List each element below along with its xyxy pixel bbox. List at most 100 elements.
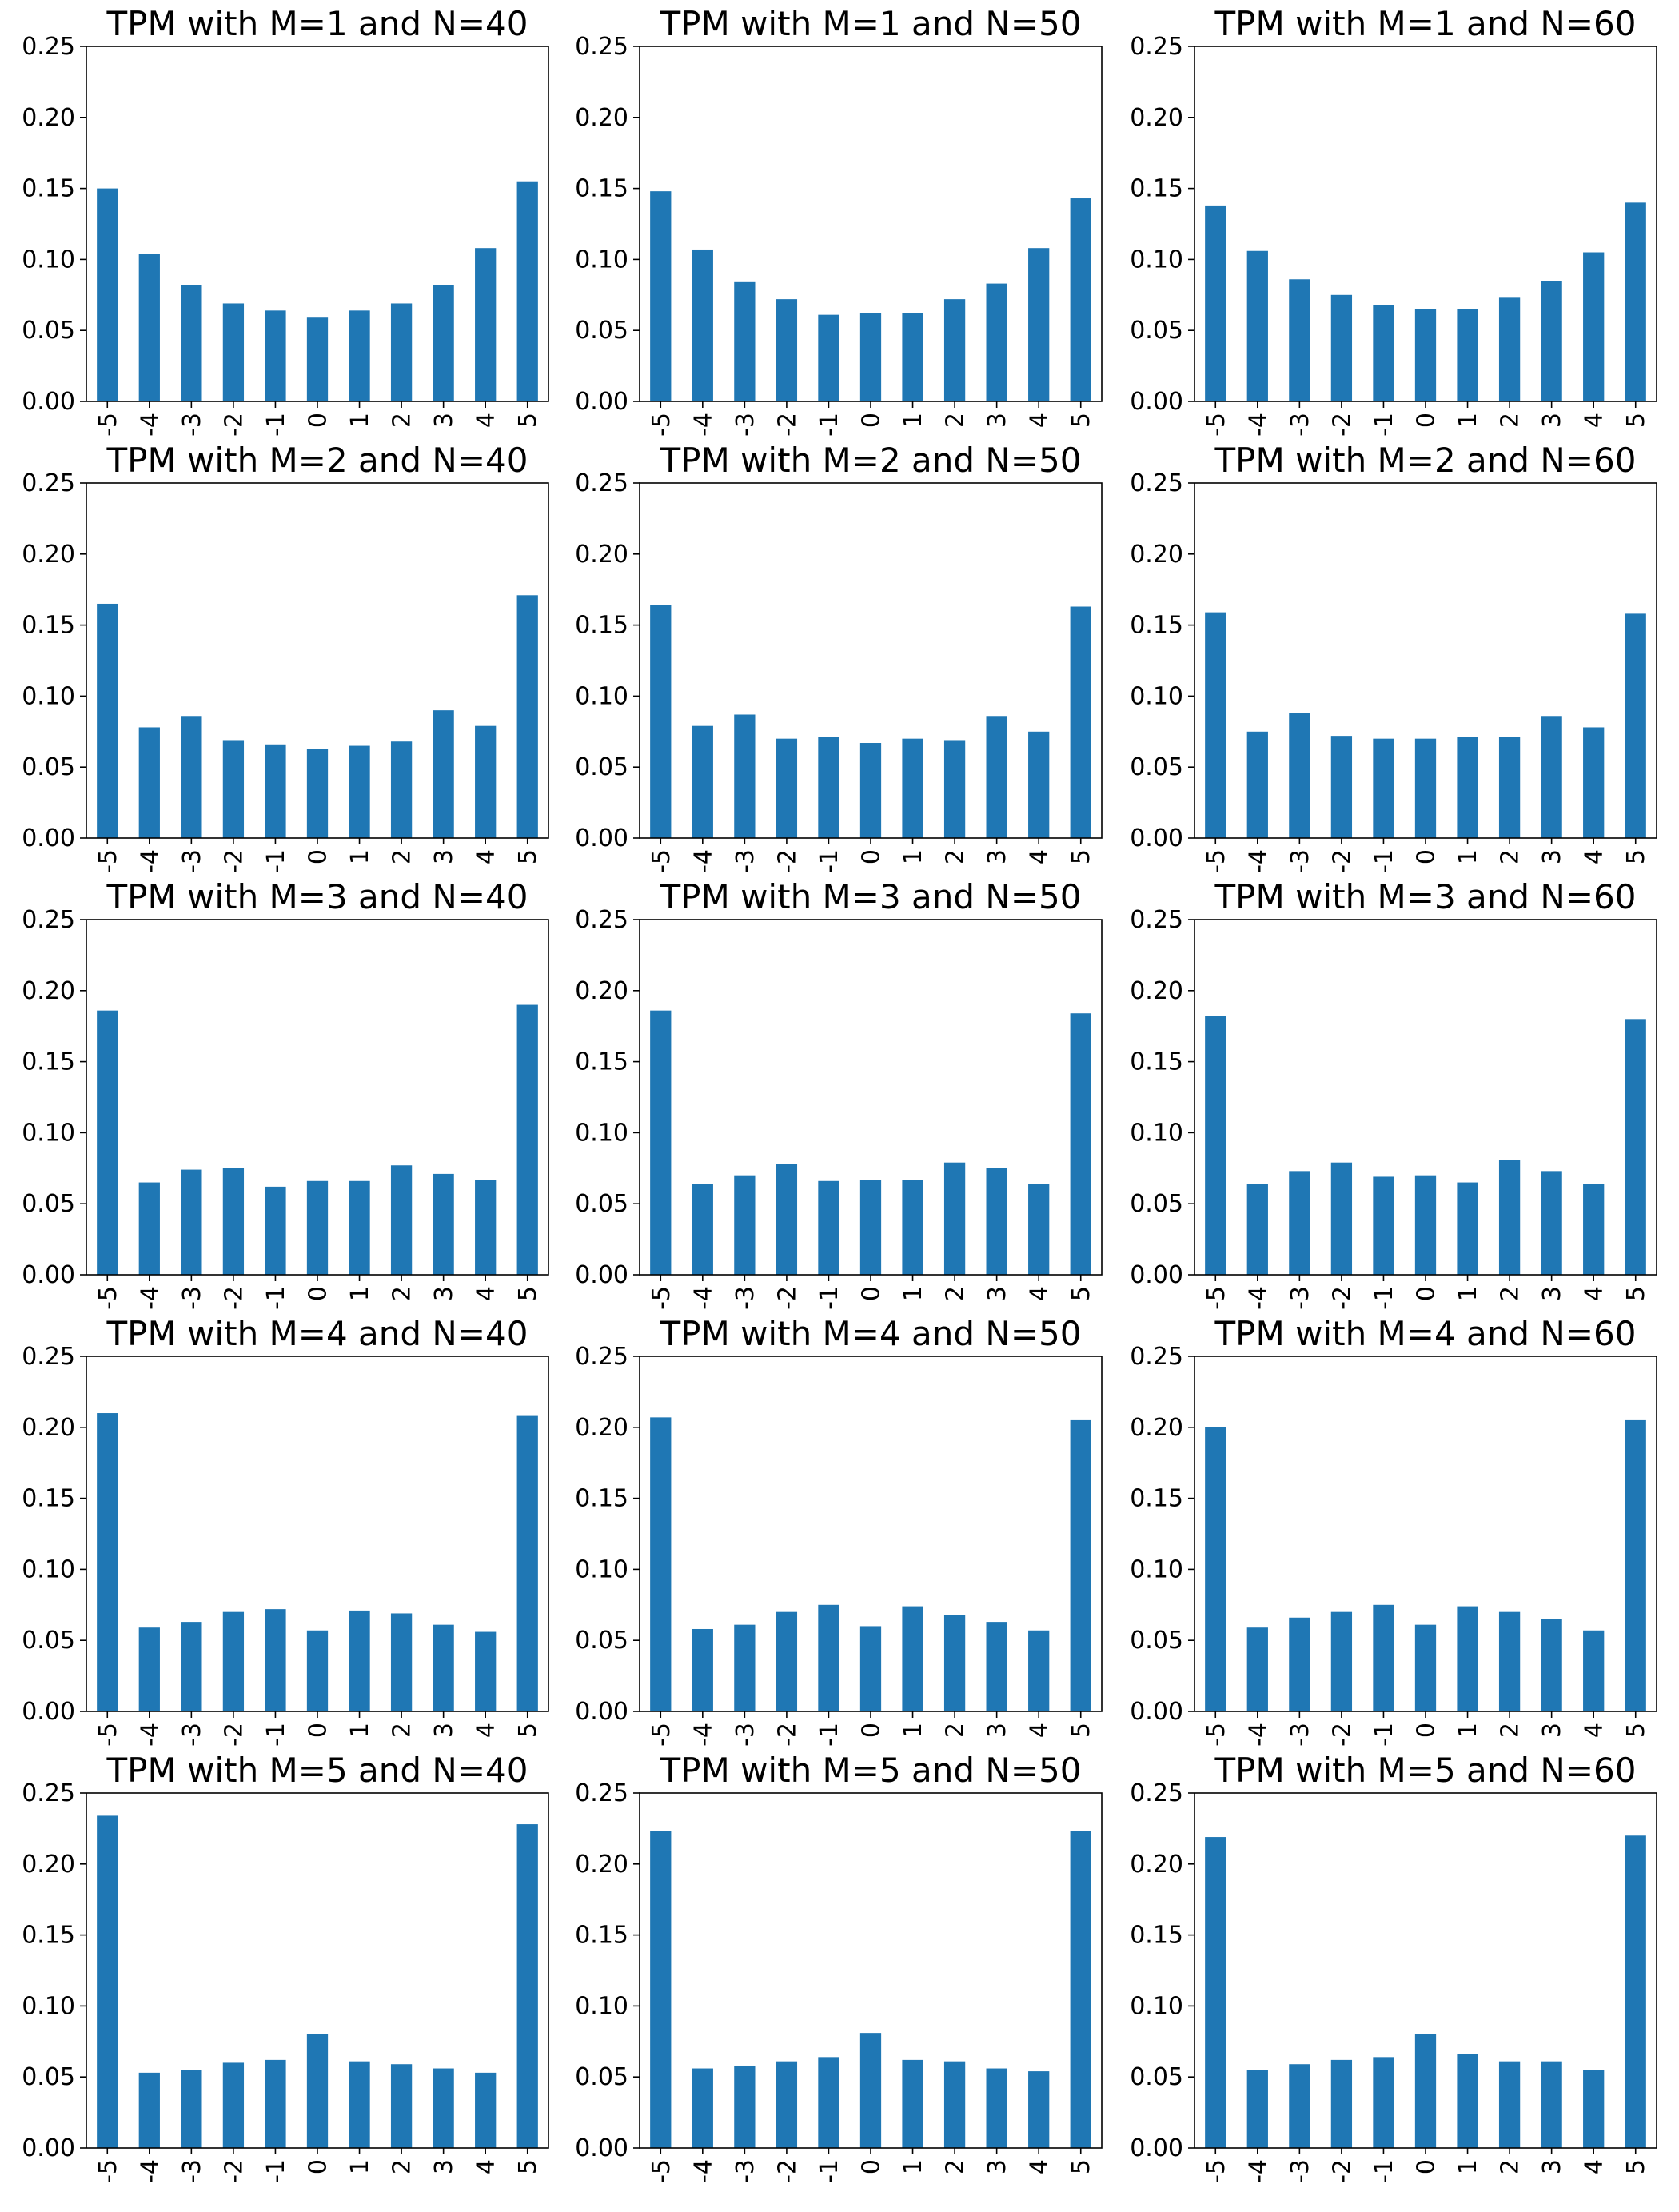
x-tick-label: 2	[389, 849, 417, 864]
bar	[516, 1004, 538, 1275]
y-tick-label: 0.05	[1130, 317, 1183, 345]
x-tick-label: 2	[1497, 849, 1525, 864]
x-tick-label: 4	[1026, 1286, 1054, 1301]
y-tick-label: 0.25	[22, 1779, 75, 1807]
y-tick-label: 0.00	[1130, 825, 1183, 852]
y-tick-label: 0.05	[22, 2063, 75, 2091]
bar	[818, 1180, 840, 1275]
x-tick-label: 3	[430, 1723, 458, 1738]
x-tick-label: 2	[389, 413, 417, 428]
bar	[138, 2072, 160, 2148]
plot-frame	[86, 1356, 549, 1712]
x-tick-label: 5	[1067, 1723, 1095, 1738]
y-tick-label: 0.05	[22, 1627, 75, 1655]
x-tick-label: 0	[1413, 1723, 1441, 1738]
chart-title: TPM with M=5 and N=60	[1214, 1751, 1637, 1790]
y-tick-label: 0.05	[1130, 1627, 1183, 1655]
x-tick-label: -1	[262, 2159, 290, 2183]
bar	[859, 2033, 882, 2148]
y-tick-label: 0.20	[1130, 1414, 1183, 1442]
x-tick-label: -5	[648, 849, 676, 873]
y-tick-label: 0.10	[1130, 246, 1183, 274]
plot-frame	[1194, 1356, 1657, 1712]
bar	[265, 310, 286, 401]
chart-title: TPM with M=3 and N=50	[660, 877, 1082, 916]
y-tick-label: 0.10	[22, 1555, 75, 1583]
x-tick-label: -1	[1370, 1286, 1398, 1310]
bar	[650, 1010, 672, 1275]
bar	[1414, 738, 1437, 838]
bar	[734, 1175, 756, 1275]
y-tick-label: 0.25	[575, 469, 628, 497]
bar	[1625, 1419, 1646, 1711]
y-tick-label: 0.25	[575, 1343, 628, 1371]
x-tick-label: -5	[94, 413, 122, 437]
bar	[475, 2072, 497, 2148]
x-tick-label: -1	[816, 1286, 843, 1310]
bar	[986, 1168, 1007, 1275]
bar	[97, 188, 118, 401]
y-tick-label: 0.15	[575, 1485, 628, 1513]
x-tick-label: 0	[1413, 849, 1441, 864]
bar	[1028, 1184, 1050, 1275]
bar	[1414, 1624, 1437, 1711]
bar-chart-panel: TPM with M=1 and N=50 0.00 0.05 0.10 0.15 0.2…	[575, 4, 1103, 437]
bar	[181, 2070, 202, 2148]
y-tick-label: 0.05	[575, 317, 628, 345]
x-tick-label: -3	[732, 2159, 760, 2183]
x-tick-label: 2	[942, 1723, 970, 1738]
x-tick-label: 1	[1454, 1723, 1482, 1738]
x-tick-label: -3	[178, 2159, 206, 2183]
chart-title: TPM with M=2 and N=60	[1214, 441, 1637, 480]
x-tick-label: -3	[178, 413, 206, 437]
x-tick-label: 2	[942, 849, 970, 864]
bar	[1583, 2070, 1605, 2148]
x-tick-label: 0	[858, 1723, 886, 1738]
bar	[306, 317, 329, 401]
y-tick-label: 0.00	[22, 1261, 75, 1289]
x-tick-label: -5	[94, 849, 122, 873]
bar	[1414, 1175, 1437, 1275]
bar	[433, 1624, 454, 1711]
x-tick-label: 3	[430, 2159, 458, 2174]
bar	[1498, 1160, 1521, 1275]
x-tick-label: 1	[1454, 849, 1482, 864]
bar	[1205, 1837, 1226, 2148]
x-tick-label: -4	[136, 413, 164, 437]
x-tick-label: -3	[1286, 1286, 1314, 1310]
x-tick-label: -1	[1370, 413, 1398, 437]
bar	[859, 313, 882, 401]
x-tick-label: 4	[1581, 1723, 1609, 1738]
x-tick-label: -3	[732, 849, 760, 873]
y-tick-label: 0.25	[575, 1779, 628, 1807]
bar	[265, 1186, 286, 1275]
plot-frame	[639, 919, 1103, 1276]
x-tick-label: 5	[514, 413, 542, 428]
bar	[859, 1626, 882, 1711]
plot-frame	[1194, 1792, 1657, 2149]
x-tick-label: -2	[1328, 413, 1356, 437]
x-tick-label: -3	[732, 1723, 760, 1747]
y-tick-label: 0.10	[1130, 1992, 1183, 2020]
bar	[1457, 309, 1478, 401]
bar	[349, 2061, 370, 2148]
y-tick-label: 0.00	[22, 388, 75, 416]
bar	[1070, 1831, 1091, 2148]
bar	[1583, 252, 1605, 401]
y-tick-label: 0.25	[22, 469, 75, 497]
bar	[265, 1609, 286, 1711]
x-tick-label: 0	[858, 849, 886, 864]
bar	[1457, 2054, 1478, 2148]
bar	[1541, 716, 1562, 838]
x-tick-label: 4	[473, 413, 501, 428]
x-tick-label: 0	[305, 413, 333, 428]
bar	[1246, 1184, 1268, 1275]
bar-chart-panel: TPM with M=1 and N=40 0.00 0.05 0.10 0.15 0.2…	[22, 4, 549, 437]
y-tick-label: 0.15	[575, 1048, 628, 1076]
bar	[1205, 205, 1226, 401]
x-tick-label: -5	[94, 2159, 122, 2183]
bar	[1414, 309, 1437, 401]
y-tick-label: 0.20	[22, 104, 75, 132]
bar	[138, 1627, 160, 1711]
